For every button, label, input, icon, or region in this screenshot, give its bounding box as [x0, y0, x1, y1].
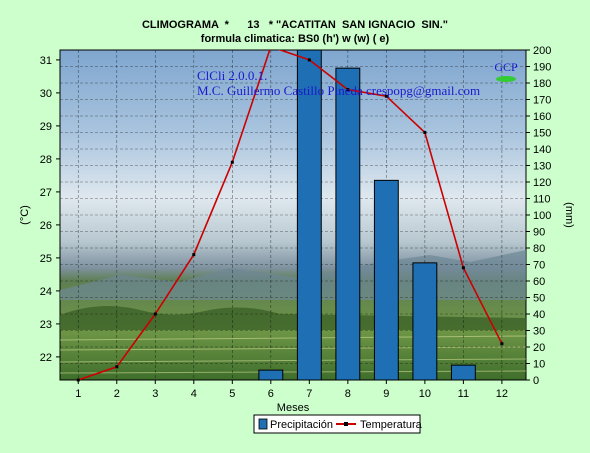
- chart-title: CLIMOGRAMA * 13 * "ACATITAN SAN IGNACIO …: [142, 19, 448, 31]
- x-tick-label: 4: [191, 388, 197, 400]
- left-tick-label: 30: [40, 88, 52, 100]
- temperature-point: [192, 253, 196, 257]
- temperature-point: [423, 131, 427, 134]
- legend-temp-label: Temperatura: [360, 419, 423, 431]
- y-axis-label-left: (°C): [19, 205, 31, 225]
- watermark-line2: M.C. Guillermo Castillo Pineda crespopg@…: [197, 83, 480, 98]
- right-tick-label: 40: [533, 309, 545, 321]
- x-axis-ticks: 1 2 3 4 5 6 7 8 9 10 11 12: [75, 380, 508, 400]
- precipitation-bar: [412, 262, 438, 381]
- x-tick-label: 11: [458, 388, 469, 400]
- x-tick-label: 8: [345, 388, 351, 400]
- temperature-point: [500, 342, 504, 346]
- right-tick-label: 160: [533, 111, 551, 123]
- right-tick-label: 180: [533, 78, 551, 90]
- x-tick-label: 2: [114, 388, 120, 400]
- x-tick-label: 10: [419, 388, 431, 400]
- precipitation-bar: [258, 369, 284, 381]
- precipitation-bar: [373, 179, 399, 381]
- left-tick-label: 31: [40, 55, 52, 67]
- temperature-point: [384, 94, 388, 98]
- right-tick-label: 130: [533, 161, 551, 173]
- right-axis-ticks: 0 10 20 30 40 50 60 70 80 90 100 110 120 130 140 150 160…: [526, 45, 551, 387]
- temperature-point: [346, 88, 350, 92]
- tree-line: [60, 306, 526, 330]
- left-tick-label: 24: [40, 286, 52, 298]
- x-tick-label: 5: [229, 388, 235, 400]
- temperature-point: [230, 160, 234, 164]
- left-tick-label: 28: [40, 154, 52, 166]
- mountain-shape: [60, 250, 526, 300]
- watermark-line1: ClCli 2.0.0.1.: [197, 68, 267, 83]
- legend-precip-label: Precipitación: [270, 419, 333, 431]
- temperature-point: [153, 312, 157, 316]
- temperature-point: [307, 58, 311, 62]
- x-tick-label: 7: [306, 388, 312, 400]
- left-tick-label: 23: [40, 319, 52, 331]
- precipitation-bar: [335, 67, 361, 381]
- right-tick-label: 30: [533, 326, 545, 338]
- right-tick-label: 10: [533, 359, 545, 371]
- temperature-point: [115, 365, 119, 369]
- right-tick-label: 200: [533, 45, 551, 57]
- right-tick-label: 190: [533, 62, 551, 74]
- chart-subtitle: formula climatica: BS0 (h') w (w) ( e): [201, 33, 390, 45]
- right-tick-label: 110: [533, 194, 551, 206]
- legend-temp-marker: [344, 422, 348, 426]
- right-tick-label: 0: [533, 375, 539, 387]
- temperature-series-line: [77, 50, 503, 380]
- right-tick-label: 140: [533, 144, 551, 156]
- x-tick-label: 6: [268, 388, 274, 400]
- right-tick-label: 100: [533, 210, 551, 222]
- temperature-point: [461, 266, 465, 270]
- left-axis-ticks: 22 23 24 25 26 27 28 29 30 31: [40, 55, 60, 364]
- logo-text: GCP: [494, 60, 518, 74]
- left-tick-label: 29: [40, 121, 52, 133]
- right-tick-label: 60: [533, 276, 545, 288]
- precipitation-bars: [258, 49, 476, 381]
- grid-lines: [60, 50, 526, 380]
- x-tick-label: 12: [496, 388, 508, 400]
- right-tick-label: 90: [533, 227, 545, 239]
- logo-icon: [496, 76, 516, 82]
- x-tick-label: 3: [152, 388, 158, 400]
- left-tick-label: 26: [40, 220, 52, 232]
- right-tick-label: 120: [533, 177, 551, 189]
- x-axis-label: Meses: [277, 402, 310, 414]
- left-tick-label: 25: [40, 253, 52, 265]
- temperature-line: [76, 50, 504, 382]
- right-tick-label: 70: [533, 260, 545, 272]
- x-tick-label: 9: [383, 388, 389, 400]
- left-tick-label: 22: [40, 352, 52, 364]
- y-axis-label-right: (mm): [563, 202, 575, 228]
- precipitation-bar: [450, 364, 476, 381]
- precipitation-bar: [296, 49, 322, 381]
- right-tick-label: 80: [533, 243, 545, 255]
- right-tick-label: 20: [533, 342, 545, 354]
- x-tick-label: 1: [75, 388, 81, 400]
- legend-precip-swatch: [258, 418, 268, 430]
- left-tick-label: 27: [40, 187, 52, 199]
- legend: Precipitación Temperatura: [253, 414, 423, 434]
- right-tick-label: 150: [533, 128, 551, 140]
- right-tick-label: 170: [533, 95, 551, 107]
- right-tick-label: 50: [533, 293, 545, 305]
